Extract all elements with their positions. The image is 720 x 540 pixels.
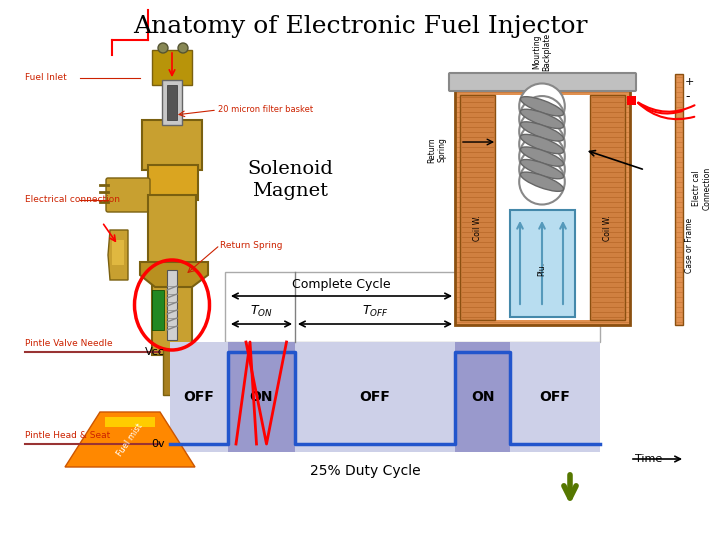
Text: ON: ON — [250, 390, 274, 404]
Circle shape — [519, 121, 564, 167]
Bar — [228, 342, 295, 452]
Bar — [152, 265, 192, 355]
Bar — [460, 95, 495, 320]
Text: Fuel mist: Fuel mist — [115, 422, 145, 458]
Text: 20 micron filter basket: 20 micron filter basket — [218, 105, 313, 114]
Bar — [590, 95, 625, 320]
Text: $T_{ON}$: $T_{ON}$ — [250, 304, 273, 319]
Text: Time: Time — [635, 454, 662, 464]
Text: OFF: OFF — [539, 390, 570, 404]
Polygon shape — [65, 412, 195, 467]
Ellipse shape — [521, 147, 564, 166]
Text: +: + — [685, 77, 694, 87]
Bar — [167, 85, 177, 120]
Bar — [455, 342, 510, 452]
Ellipse shape — [178, 43, 188, 53]
Text: 0v: 0v — [151, 439, 165, 449]
Bar — [225, 272, 600, 342]
Text: Complete Cycle: Complete Cycle — [292, 278, 391, 291]
Bar — [148, 195, 196, 270]
FancyBboxPatch shape — [106, 178, 150, 212]
Text: OFF: OFF — [184, 390, 215, 404]
Text: $T_{OFF}$: $T_{OFF}$ — [361, 304, 388, 319]
Bar — [148, 165, 198, 200]
Text: Mourting
Backplate: Mourting Backplate — [532, 33, 552, 71]
Bar — [627, 96, 636, 105]
Circle shape — [519, 84, 564, 129]
Text: Electr cal
Connection: Electr cal Connection — [693, 166, 711, 210]
Bar — [163, 350, 181, 395]
Bar — [142, 120, 202, 170]
Text: Electrical connection: Electrical connection — [25, 195, 120, 205]
Circle shape — [519, 96, 564, 141]
Bar — [495, 95, 590, 320]
Text: Case or Frame: Case or Frame — [685, 218, 695, 273]
Bar — [152, 50, 192, 85]
Text: Pintle Head & Seat: Pintle Head & Seat — [25, 431, 110, 440]
Text: -: - — [685, 90, 690, 103]
Bar — [112, 240, 124, 265]
Text: 25% Duty Cycle: 25% Duty Cycle — [310, 464, 420, 478]
Bar — [162, 80, 182, 125]
Bar — [152, 290, 164, 330]
Text: Anatomy of Electronic Fuel Injector: Anatomy of Electronic Fuel Injector — [132, 15, 588, 38]
Circle shape — [519, 134, 564, 179]
Text: Pintle Valve Needle: Pintle Valve Needle — [25, 339, 112, 348]
Polygon shape — [140, 262, 208, 287]
Polygon shape — [108, 230, 128, 280]
Text: Return
Spring: Return Spring — [427, 137, 446, 163]
Ellipse shape — [521, 159, 564, 179]
Bar — [675, 74, 683, 325]
Text: Fuel Inlet: Fuel Inlet — [25, 73, 67, 83]
Circle shape — [519, 159, 564, 205]
Circle shape — [519, 109, 564, 154]
Text: ON: ON — [471, 390, 494, 404]
Polygon shape — [105, 417, 155, 427]
Text: Solenoid
Magnet: Solenoid Magnet — [247, 160, 333, 200]
Bar — [510, 342, 600, 452]
Bar — [170, 342, 600, 452]
FancyBboxPatch shape — [449, 73, 636, 91]
Bar — [510, 210, 575, 317]
Text: Plu.: Plu. — [538, 262, 546, 276]
Ellipse shape — [521, 97, 564, 116]
Ellipse shape — [158, 43, 168, 53]
Ellipse shape — [521, 134, 564, 153]
Bar — [295, 342, 455, 452]
Circle shape — [519, 146, 564, 192]
Bar — [167, 270, 177, 340]
Bar — [455, 90, 630, 325]
Text: Coil W.: Coil W. — [603, 215, 613, 241]
Text: Vcc: Vcc — [145, 347, 165, 357]
Text: OFF: OFF — [359, 390, 390, 404]
Text: Coil W.: Coil W. — [472, 215, 482, 241]
Ellipse shape — [521, 172, 564, 191]
Bar — [170, 342, 228, 452]
Ellipse shape — [521, 109, 564, 129]
Ellipse shape — [521, 122, 564, 141]
Text: Return Spring: Return Spring — [220, 240, 282, 249]
